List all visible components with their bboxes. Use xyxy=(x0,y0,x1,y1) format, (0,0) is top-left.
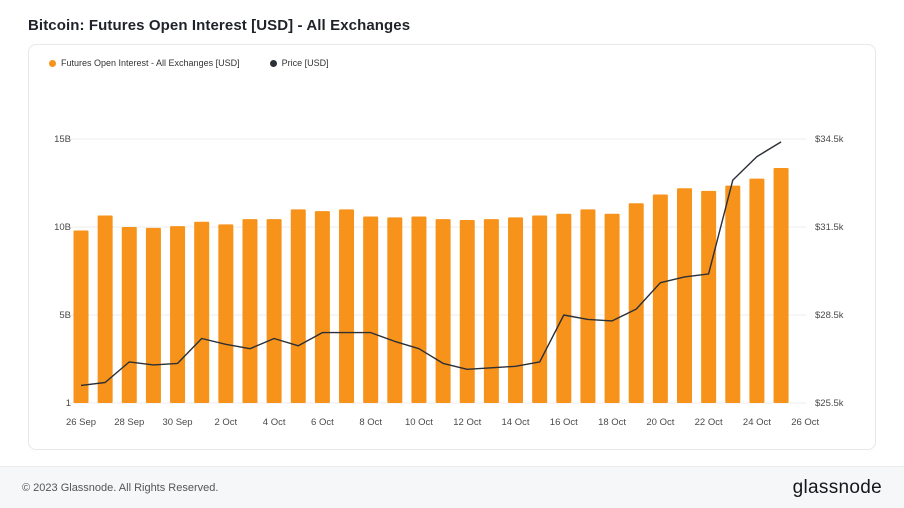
copyright-text: © 2023 Glassnode. All Rights Reserved. xyxy=(22,481,219,494)
svg-text:30 Sep: 30 Sep xyxy=(162,417,192,428)
svg-text:$34.5k: $34.5k xyxy=(815,134,844,145)
svg-text:4 Oct: 4 Oct xyxy=(263,417,286,428)
svg-text:6 Oct: 6 Oct xyxy=(311,417,334,428)
svg-text:$28.5k: $28.5k xyxy=(815,310,844,321)
open-interest-dot-icon xyxy=(49,59,56,67)
svg-text:15B: 15B xyxy=(54,134,71,145)
legend-label-price: Price [USD] xyxy=(281,58,329,68)
chart-legend: Futures Open Interest - All Exchanges [U… xyxy=(43,53,861,73)
svg-text:2 Oct: 2 Oct xyxy=(214,417,237,428)
svg-text:$25.5k: $25.5k xyxy=(815,398,844,409)
svg-text:26 Sep: 26 Sep xyxy=(66,417,96,428)
svg-text:28 Sep: 28 Sep xyxy=(114,417,144,428)
svg-text:1: 1 xyxy=(66,398,71,409)
svg-text:12 Oct: 12 Oct xyxy=(453,417,481,428)
footer: © 2023 Glassnode. All Rights Reserved. g… xyxy=(0,466,904,508)
svg-text:20 Oct: 20 Oct xyxy=(646,417,674,428)
price-dot-icon xyxy=(269,59,277,67)
legend-item-price[interactable]: Price [USD] xyxy=(269,58,329,68)
svg-text:5B: 5B xyxy=(59,310,71,321)
svg-text:26 Oct: 26 Oct xyxy=(791,417,819,428)
svg-text:16 Oct: 16 Oct xyxy=(550,417,578,428)
svg-text:10B: 10B xyxy=(54,222,71,233)
legend-item-open-interest[interactable]: Futures Open Interest - All Exchanges [U… xyxy=(49,58,240,68)
svg-text:18 Oct: 18 Oct xyxy=(598,417,626,428)
svg-text:8 Oct: 8 Oct xyxy=(359,417,382,428)
svg-text:14 Oct: 14 Oct xyxy=(502,417,530,428)
svg-text:22 Oct: 22 Oct xyxy=(695,417,723,428)
svg-text:$31.5k: $31.5k xyxy=(815,222,844,233)
chart-svg[interactable]: 15B 10B 5B 1 $34.5k $31.5k $28.5k $25.5k 26 Sep 2… xyxy=(43,73,861,438)
legend-label-open-interest: Futures Open Interest - All Exchanges [U… xyxy=(61,58,240,68)
svg-text:24 Oct: 24 Oct xyxy=(743,417,771,428)
svg-text:10 Oct: 10 Oct xyxy=(405,417,433,428)
chart-panel: Futures Open Interest - All Exchanges [U… xyxy=(28,44,876,450)
glassnode-logo: glassnode xyxy=(792,476,882,498)
page-title: Bitcoin: Futures Open Interest [USD] - A… xyxy=(28,17,411,34)
